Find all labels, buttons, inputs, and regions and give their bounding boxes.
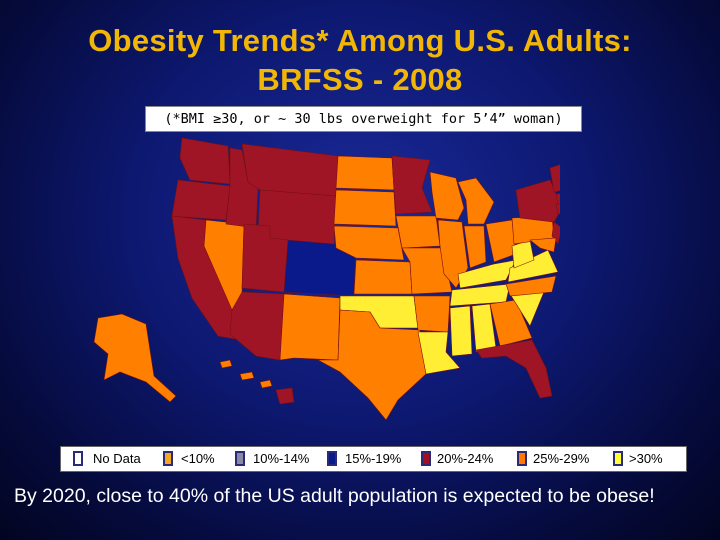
legend-label: >30% [629, 451, 663, 466]
state-florida [475, 339, 553, 399]
legend-swatch [517, 451, 527, 466]
us-obesity-map [80, 128, 589, 428]
state-hawaii-4 [275, 387, 295, 405]
state-alaska [93, 313, 177, 403]
state-kansas [353, 259, 413, 295]
state-north-dakota [335, 155, 395, 191]
state-mississippi [449, 305, 473, 357]
legend-label: No Data [93, 451, 141, 466]
state-hawaii-3 [259, 379, 273, 389]
legend-label: 20%-24% [437, 451, 494, 466]
legend-label: 10%-14% [253, 451, 310, 466]
legend-label: 25%-29% [533, 451, 590, 466]
legend-swatch [73, 451, 83, 466]
state-louisiana [417, 331, 461, 375]
state-new-mexico [279, 293, 341, 361]
legend-swatch [327, 451, 337, 466]
state-washington [179, 137, 231, 185]
state-arkansas [413, 295, 451, 333]
legend-swatch [235, 451, 245, 466]
state-north-carolina [505, 275, 557, 297]
state-hawaii-1 [219, 359, 233, 369]
legend-swatch [421, 451, 431, 466]
state-maryland [529, 237, 557, 253]
state-indiana [463, 225, 487, 269]
legend-swatch [613, 451, 623, 466]
state-ohio [485, 219, 517, 263]
state-texas [317, 309, 427, 421]
state-michigan [457, 177, 495, 225]
legend-label: <10% [181, 451, 215, 466]
state-idaho [225, 147, 259, 229]
state-new-york [515, 179, 563, 223]
title-line-2: BRFSS - 2008 [257, 62, 463, 97]
state-iowa [395, 215, 441, 249]
subtitle-box: (*BMI ≥30, or ~ 30 lbs overweight for 5’… [145, 106, 582, 132]
state-oregon [171, 179, 231, 221]
footer-note: By 2020, close to 40% of the US adult po… [14, 485, 655, 507]
state-illinois [437, 219, 469, 289]
title-line-1: Obesity Trends* Among U.S. Adults: [88, 23, 632, 58]
legend-swatch [163, 451, 173, 466]
state-wisconsin [429, 171, 465, 221]
state-hawaii-2 [239, 371, 255, 381]
state-south-dakota [333, 189, 397, 227]
state-virginia [507, 249, 559, 283]
state-arizona [229, 291, 285, 361]
state-georgia [489, 299, 533, 347]
state-missouri [401, 247, 453, 295]
legend: No Data <10% 10%-14% 15%-19% 20%-24% 25%… [60, 446, 687, 472]
state-minnesota [391, 155, 433, 215]
state-nebraska [333, 225, 405, 261]
legend-label: 15%-19% [345, 451, 402, 466]
